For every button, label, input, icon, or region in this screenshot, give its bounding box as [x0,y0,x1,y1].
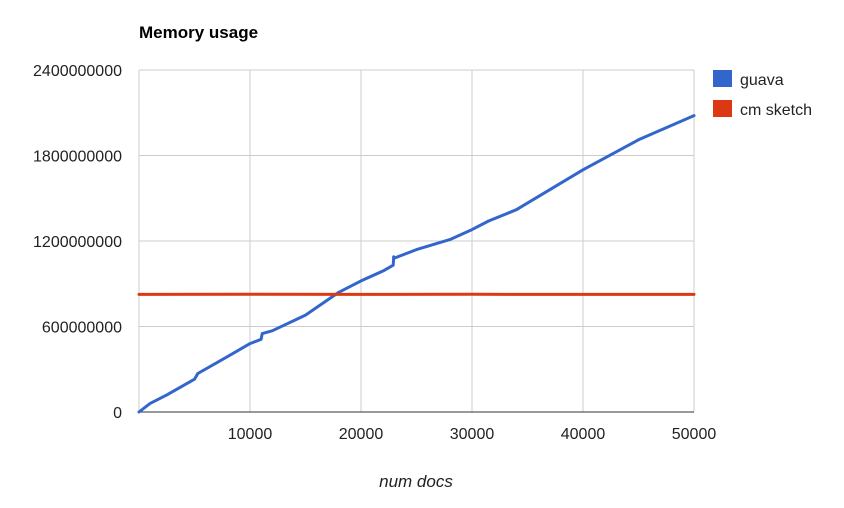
series-lines [137,114,696,414]
y-axis-ticks: 0 600000000 1200000000 1800000000 2400000000 [33,63,122,422]
legend-label: guava [740,72,784,89]
x-tick-label: 10000 [228,426,273,443]
x-tick-label: 40000 [561,426,606,443]
legend-label: cm sketch [740,102,812,119]
chart-title: Memory usage [139,23,258,42]
legend-swatch [713,100,732,117]
grid [138,69,695,413]
x-axis-ticks: 10000 20000 30000 40000 50000 [228,426,717,443]
y-tick-label: 1800000000 [33,149,122,166]
x-tick-label: 20000 [339,426,384,443]
legend-swatch [713,70,732,87]
x-tick-label: 30000 [450,426,495,443]
y-tick-label: 0 [113,405,122,422]
x-tick-label: 50000 [672,426,717,443]
x-axis-label: num docs [379,472,453,491]
y-tick-label: 600000000 [42,320,122,337]
series-line-guava [137,114,696,414]
y-tick-label: 1200000000 [33,234,122,251]
legend: guava cm sketch [713,70,812,119]
y-tick-label: 2400000000 [33,63,122,80]
